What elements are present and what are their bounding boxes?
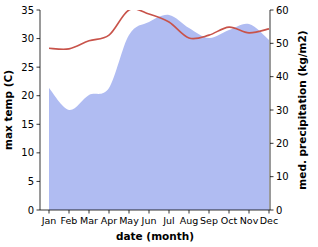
x-tick-label: Jun	[141, 215, 157, 226]
y-tick	[37, 152, 41, 153]
y2-tick	[270, 43, 274, 44]
chart: 0 5 10 15 20 25 30 35 0 10 20 30 40 50 60 Jan FebMarAprM…	[0, 0, 318, 247]
y-tick-label: 0	[28, 205, 34, 216]
y2-tick-label: 0	[276, 205, 282, 216]
x-tick-label: Apr	[101, 215, 118, 226]
y2-tick	[270, 210, 274, 211]
y-tick-label: 30	[21, 33, 34, 44]
y-tick-label: 25	[21, 62, 34, 73]
y-tick	[37, 67, 41, 68]
y-axis-label: max temp (C)	[2, 70, 14, 150]
y2-tick	[270, 176, 274, 177]
x-tick	[229, 210, 230, 214]
y2-tick-label: 40	[276, 71, 289, 82]
x-tick	[49, 210, 50, 214]
x-tick	[209, 210, 210, 214]
y2-tick	[270, 143, 274, 144]
x-tick	[69, 210, 70, 214]
x-tick	[269, 210, 270, 214]
axes: 0 5 10 15 20 25 30 35 0 10 20 30 40 50 60 Jan FebMarAprM…	[21, 5, 288, 227]
marks	[49, 10, 269, 210]
y2-tick-label: 50	[276, 38, 289, 49]
y2-tick-label: 20	[276, 138, 289, 149]
y2-tick	[270, 10, 274, 11]
y-tick-label: 35	[21, 5, 34, 16]
x-tick-label: Aug	[180, 215, 199, 226]
y-tick	[37, 38, 41, 39]
y2-tick-label: 30	[276, 105, 289, 116]
y-tick	[37, 124, 41, 125]
y-tick	[37, 10, 41, 11]
x-tick	[189, 210, 190, 214]
x-tick	[89, 210, 90, 214]
x-tick-label: May	[119, 215, 139, 226]
y2-axis-label: med. precipitation (kg/m2)	[296, 30, 308, 189]
x-tick-label: Oct	[221, 215, 238, 226]
y-tick-label: 10	[21, 147, 34, 158]
y2-tick	[270, 76, 274, 77]
x-tick-label: Jul	[162, 215, 174, 226]
y2-tick-label: 10	[276, 171, 289, 182]
x-tick-label: Jan	[41, 215, 57, 226]
y-tick-label: 5	[28, 176, 34, 187]
y-tick-label: 15	[21, 119, 34, 130]
x-tick-label: Feb	[61, 215, 78, 226]
x-tick	[129, 210, 130, 214]
x-tick-label: Nov	[240, 215, 259, 226]
left-spine	[40, 10, 41, 210]
y-tick	[37, 95, 41, 96]
y2-tick-label: 60	[276, 5, 289, 16]
bottom-spine	[40, 210, 270, 211]
y-tick	[37, 210, 41, 211]
temperature-line	[49, 10, 269, 49]
x-tick-label: Mar	[80, 215, 98, 226]
x-tick	[249, 210, 250, 214]
y2-tick	[270, 110, 274, 111]
x-tick	[169, 210, 170, 214]
x-tick	[109, 210, 110, 214]
x-axis-label: date (month)	[116, 230, 194, 242]
y-tick	[37, 181, 41, 182]
x-tick-label: Sep	[200, 215, 218, 226]
y-tick-label: 20	[21, 90, 34, 101]
x-tick	[149, 210, 150, 214]
x-tick-label: Dec	[260, 215, 278, 226]
